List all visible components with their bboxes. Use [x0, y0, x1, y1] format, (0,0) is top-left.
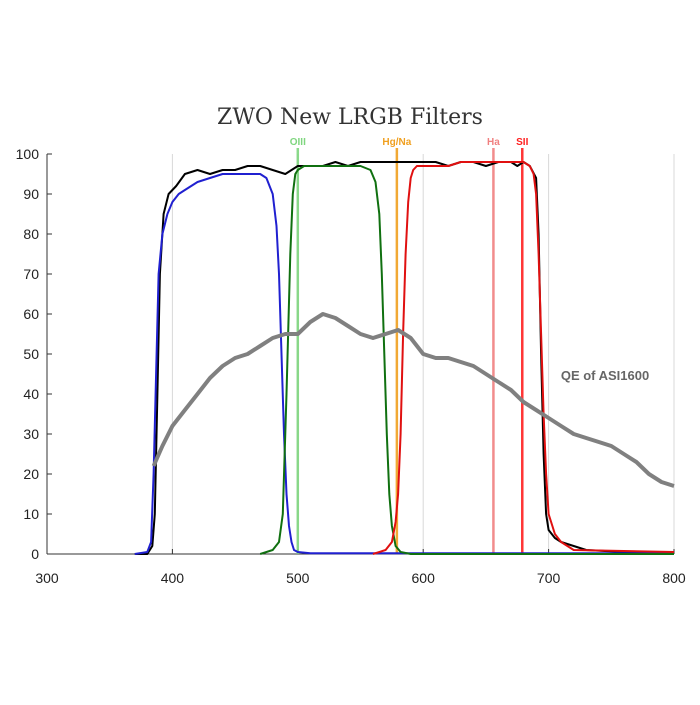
- y-tick-label: 10: [23, 506, 39, 522]
- emission-line-label: OIII: [290, 137, 306, 148]
- emission-line-label: SII: [516, 137, 528, 148]
- qe-annotation: QE of ASI1600: [561, 368, 649, 383]
- y-tick-label: 80: [23, 226, 39, 242]
- series-line: [151, 312, 675, 488]
- x-tick-label: 600: [412, 570, 436, 586]
- series-line: [372, 161, 675, 555]
- axis-layer: 0 10 20 30 40 50 60 70 80 90 100 300 400 500 600 700 800: [16, 146, 686, 586]
- y-tick-label: 60: [23, 306, 39, 322]
- series-line: [134, 173, 674, 555]
- x-tick-label: 800: [662, 570, 686, 586]
- y-tick-label: 100: [16, 146, 40, 162]
- x-tick-label: 400: [161, 570, 185, 586]
- y-tick-label: 90: [23, 186, 39, 202]
- x-tick-label: 500: [286, 570, 310, 586]
- x-tick-label: 700: [537, 570, 561, 586]
- emission-lines-layer: OIII Hg/Na Ha SII: [290, 137, 529, 554]
- annotation-layer: QE of ASI1600: [561, 368, 649, 383]
- y-tick-label: 0: [31, 546, 39, 562]
- chart-title: ZWO New LRGB Filters: [217, 105, 483, 130]
- series-layer: [134, 161, 675, 555]
- emission-line-label: Hg/Na: [382, 137, 411, 148]
- y-tick-label: 40: [23, 386, 39, 402]
- series-line: [134, 161, 675, 555]
- y-tick-label: 20: [23, 466, 39, 482]
- y-tick-label: 30: [23, 426, 39, 442]
- y-tick-label: 50: [23, 346, 39, 362]
- x-tick-label: 300: [35, 570, 59, 586]
- emission-line-label: Ha: [487, 137, 500, 148]
- y-tick-label: 70: [23, 266, 39, 282]
- series-line: [259, 165, 674, 555]
